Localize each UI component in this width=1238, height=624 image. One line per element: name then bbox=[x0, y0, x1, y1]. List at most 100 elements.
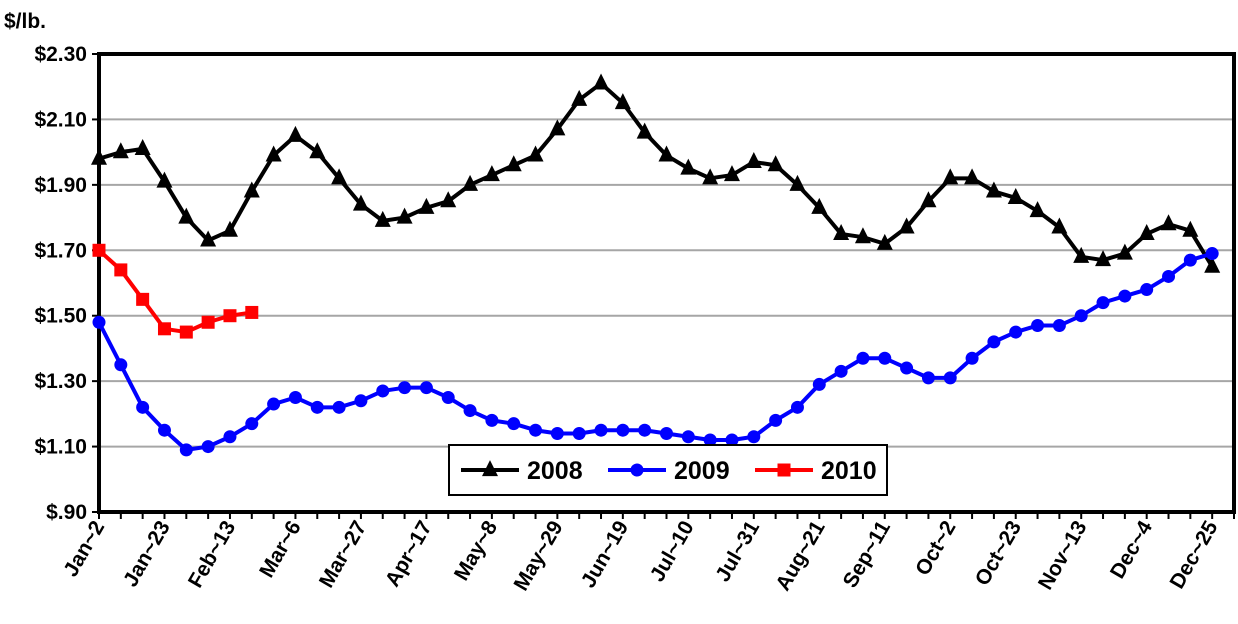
data-point bbox=[136, 292, 150, 306]
data-point bbox=[267, 397, 281, 411]
data-point bbox=[550, 426, 564, 440]
data-point bbox=[221, 220, 238, 237]
x-tick-label: Feb~13 bbox=[184, 517, 240, 592]
data-point bbox=[702, 168, 719, 185]
data-point bbox=[723, 165, 740, 182]
x-tick-label: Dec~4 bbox=[1106, 517, 1157, 583]
legend-box bbox=[448, 444, 888, 496]
data-point bbox=[332, 400, 346, 414]
data-point bbox=[660, 426, 673, 440]
data-point bbox=[243, 181, 260, 198]
data-point bbox=[1073, 246, 1090, 263]
plot-frame bbox=[97, 52, 1236, 514]
data-point bbox=[331, 168, 348, 185]
data-point bbox=[354, 394, 368, 408]
data-point bbox=[223, 309, 237, 323]
data-point bbox=[987, 335, 1001, 349]
data-point bbox=[419, 381, 433, 395]
data-point bbox=[747, 430, 761, 444]
x-tick-label: Sep~11 bbox=[839, 517, 896, 592]
x-tick-label: Aug~21 bbox=[771, 517, 829, 595]
data-point bbox=[1205, 247, 1219, 261]
data-point bbox=[616, 423, 630, 437]
data-point bbox=[179, 443, 193, 457]
data-point bbox=[636, 122, 653, 139]
data-point bbox=[245, 417, 259, 431]
legend-entry: 2010 bbox=[755, 457, 877, 485]
series-2010 bbox=[92, 243, 259, 339]
data-point bbox=[483, 165, 500, 182]
y-tick-label: $1.50 bbox=[34, 305, 87, 328]
data-point bbox=[1009, 325, 1023, 339]
data-point bbox=[680, 158, 697, 175]
data-point bbox=[374, 210, 391, 227]
data-point bbox=[614, 93, 631, 110]
data-point bbox=[767, 155, 784, 172]
data-point bbox=[1007, 188, 1024, 205]
series-2008 bbox=[91, 73, 1221, 273]
data-point bbox=[136, 400, 150, 414]
data-point bbox=[441, 391, 455, 404]
data-point bbox=[265, 145, 282, 162]
data-point bbox=[878, 351, 892, 365]
x-tick-label: Mar~6 bbox=[255, 517, 306, 582]
data-point bbox=[157, 322, 171, 336]
data-point bbox=[593, 73, 610, 90]
data-point bbox=[964, 168, 981, 185]
data-point bbox=[943, 371, 957, 385]
data-point bbox=[942, 168, 959, 185]
x-tick-label: Jan~2 bbox=[59, 517, 109, 581]
x-tick-label: Dec~25 bbox=[1166, 517, 1223, 593]
data-point bbox=[900, 361, 914, 375]
data-point bbox=[777, 463, 791, 477]
data-point bbox=[114, 358, 128, 372]
y-axis-ticks: $.90 $1.10 $1.30 $1.50 $1.70 $1.90 $2.10 $2.30 bbox=[34, 43, 99, 524]
data-point bbox=[201, 440, 215, 454]
data-point bbox=[920, 191, 937, 208]
data-point bbox=[1182, 220, 1199, 237]
y-tick-label: $1.90 bbox=[34, 174, 87, 197]
data-point bbox=[790, 400, 804, 414]
data-point bbox=[482, 460, 498, 477]
data-point bbox=[681, 430, 695, 444]
data-point bbox=[1029, 201, 1046, 218]
data-point bbox=[985, 181, 1002, 198]
data-point bbox=[898, 217, 915, 234]
x-tick-label: May~8 bbox=[450, 517, 502, 585]
data-point bbox=[1138, 224, 1155, 241]
data-point bbox=[789, 174, 806, 191]
data-point bbox=[200, 230, 217, 247]
data-point bbox=[112, 142, 129, 159]
data-point bbox=[309, 142, 326, 159]
data-point bbox=[157, 423, 171, 437]
series-2009 bbox=[92, 247, 1219, 457]
data-point bbox=[1204, 256, 1221, 273]
y-axis-label: $/lb. bbox=[4, 10, 46, 33]
x-tick-label: Jul~10 bbox=[646, 517, 699, 586]
data-point bbox=[811, 197, 828, 214]
legend-label: 2008 bbox=[527, 457, 583, 485]
data-point bbox=[856, 351, 870, 365]
data-point bbox=[179, 325, 193, 339]
x-tick-label: Oct~2 bbox=[911, 517, 960, 580]
data-point bbox=[527, 145, 544, 162]
data-point bbox=[1074, 309, 1088, 323]
x-tick-label: Jan~23 bbox=[119, 517, 175, 591]
data-point bbox=[376, 384, 390, 398]
data-point bbox=[201, 315, 215, 329]
data-point bbox=[1096, 296, 1110, 310]
data-point bbox=[505, 155, 522, 172]
data-point bbox=[703, 433, 717, 447]
data-point bbox=[1051, 217, 1068, 234]
data-point bbox=[1052, 319, 1066, 333]
data-point bbox=[352, 194, 369, 211]
x-tick-label: Jul~31 bbox=[711, 517, 764, 586]
data-point bbox=[572, 426, 586, 440]
data-point bbox=[812, 377, 826, 391]
data-point bbox=[156, 171, 173, 188]
data-point bbox=[396, 207, 413, 224]
data-point bbox=[1140, 283, 1154, 297]
x-tick-label: Jun~19 bbox=[577, 517, 633, 592]
y-tick-label: $1.30 bbox=[34, 370, 87, 393]
x-tick-label: Apr~17 bbox=[381, 517, 437, 591]
